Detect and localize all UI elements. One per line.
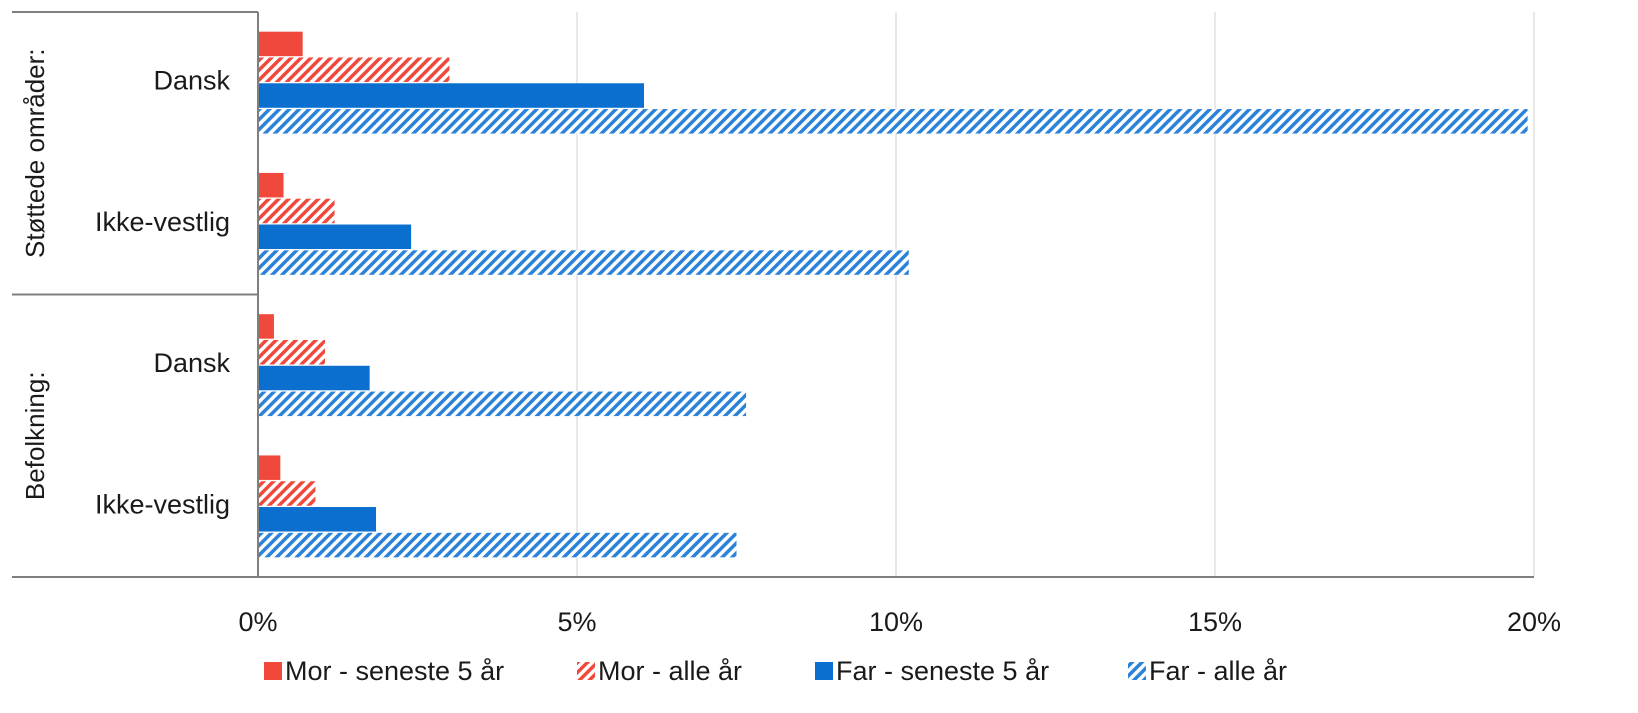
bars bbox=[258, 31, 1528, 558]
category-label: Dansk bbox=[153, 66, 230, 96]
legend-item: Mor - seneste 5 år bbox=[264, 656, 504, 686]
bar bbox=[258, 172, 284, 198]
legend-swatch bbox=[1128, 662, 1146, 680]
x-tick-label: 0% bbox=[238, 607, 277, 637]
bar bbox=[258, 365, 370, 391]
bar bbox=[258, 532, 737, 558]
x-tick-label: 5% bbox=[557, 607, 596, 637]
bar bbox=[258, 314, 274, 339]
x-tick-label: 15% bbox=[1188, 607, 1242, 637]
legend-swatch bbox=[577, 662, 595, 680]
legend-swatch bbox=[815, 662, 833, 680]
bar bbox=[258, 31, 303, 57]
category-label: Ikke-vestlig bbox=[95, 489, 230, 519]
x-tick-label: 20% bbox=[1507, 607, 1561, 637]
legend-swatch bbox=[264, 662, 282, 680]
group-label: Befolkning: bbox=[20, 371, 50, 500]
category-label: Dansk bbox=[153, 348, 230, 378]
bar bbox=[258, 481, 316, 506]
bar bbox=[258, 224, 412, 250]
gridlines bbox=[576, 12, 1535, 577]
legend-item: Mor - alle år bbox=[577, 656, 742, 686]
bar bbox=[258, 250, 909, 275]
legend-item: Far - seneste 5 år bbox=[815, 656, 1049, 686]
bar bbox=[258, 391, 747, 417]
bar bbox=[258, 109, 1528, 134]
category-label: Ikke-vestlig bbox=[95, 207, 230, 237]
bar bbox=[258, 198, 335, 224]
bar bbox=[258, 83, 644, 108]
group-label: Støttede områder: bbox=[20, 48, 50, 258]
bar bbox=[258, 507, 377, 532]
legend-label: Far - seneste 5 år bbox=[836, 656, 1049, 686]
x-tick-label: 10% bbox=[869, 607, 923, 637]
legend-label: Mor - alle år bbox=[598, 656, 742, 686]
bar bbox=[258, 57, 450, 82]
bar bbox=[258, 339, 325, 365]
legend-label: Far - alle år bbox=[1149, 656, 1287, 686]
labels: Dansk Ikke-vestlig Dansk Ikke-vestlig Støtte… bbox=[20, 48, 1561, 637]
bar bbox=[258, 455, 281, 480]
legend-label: Mor - seneste 5 år bbox=[285, 656, 504, 686]
legend: Mor - seneste 5 år Mor - alle år Far - sen… bbox=[264, 656, 1287, 686]
axes bbox=[12, 11, 1534, 578]
legend-item: Far - alle år bbox=[1128, 656, 1287, 686]
